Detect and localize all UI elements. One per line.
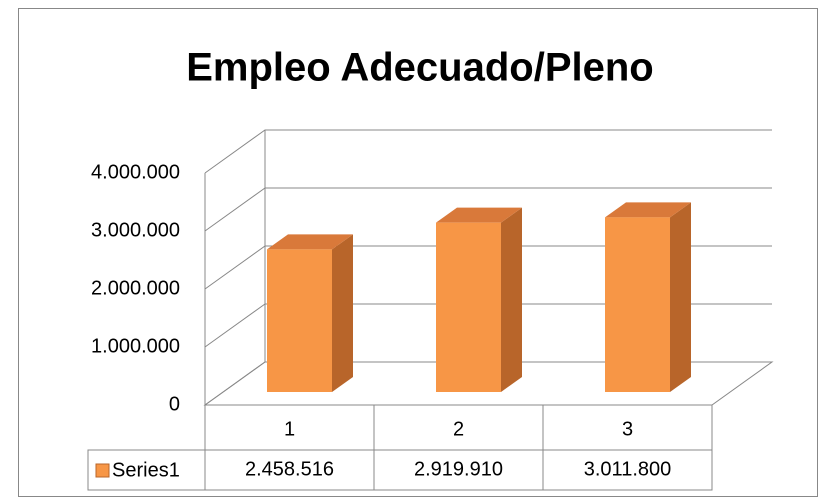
y-tick-label: 4.000.000 [91,161,180,183]
bar [436,222,501,392]
y-tick-label: 0 [169,393,180,415]
bar-top [605,202,691,218]
bar-side [332,234,353,392]
bar [605,217,670,392]
grid-line [204,245,772,290]
chart-title: Empleo Adecuado/Pleno [186,46,653,90]
value-label: 2.458.516 [245,458,334,480]
x-tick-label: 3 [622,418,633,440]
y-tick-label: 1.000.000 [91,335,180,357]
y-tick-label: 3.000.000 [91,219,180,241]
value-label: 3.011.800 [584,458,672,480]
grid-line [204,187,772,232]
grid-line [204,303,772,348]
value-label: 2.919.910 [414,458,503,480]
grid-line [204,361,772,406]
bar-top [436,207,522,223]
grid-line [204,129,772,174]
legend-label: Series1 [112,459,180,481]
bar-top [267,234,353,250]
bar [267,249,332,392]
y-tick-label: 2.000.000 [91,277,180,299]
legend-swatch [95,463,110,478]
bar-side [670,202,691,392]
bar-side [501,207,522,392]
x-tick-label: 1 [284,418,295,440]
x-tick-label: 2 [453,418,464,440]
